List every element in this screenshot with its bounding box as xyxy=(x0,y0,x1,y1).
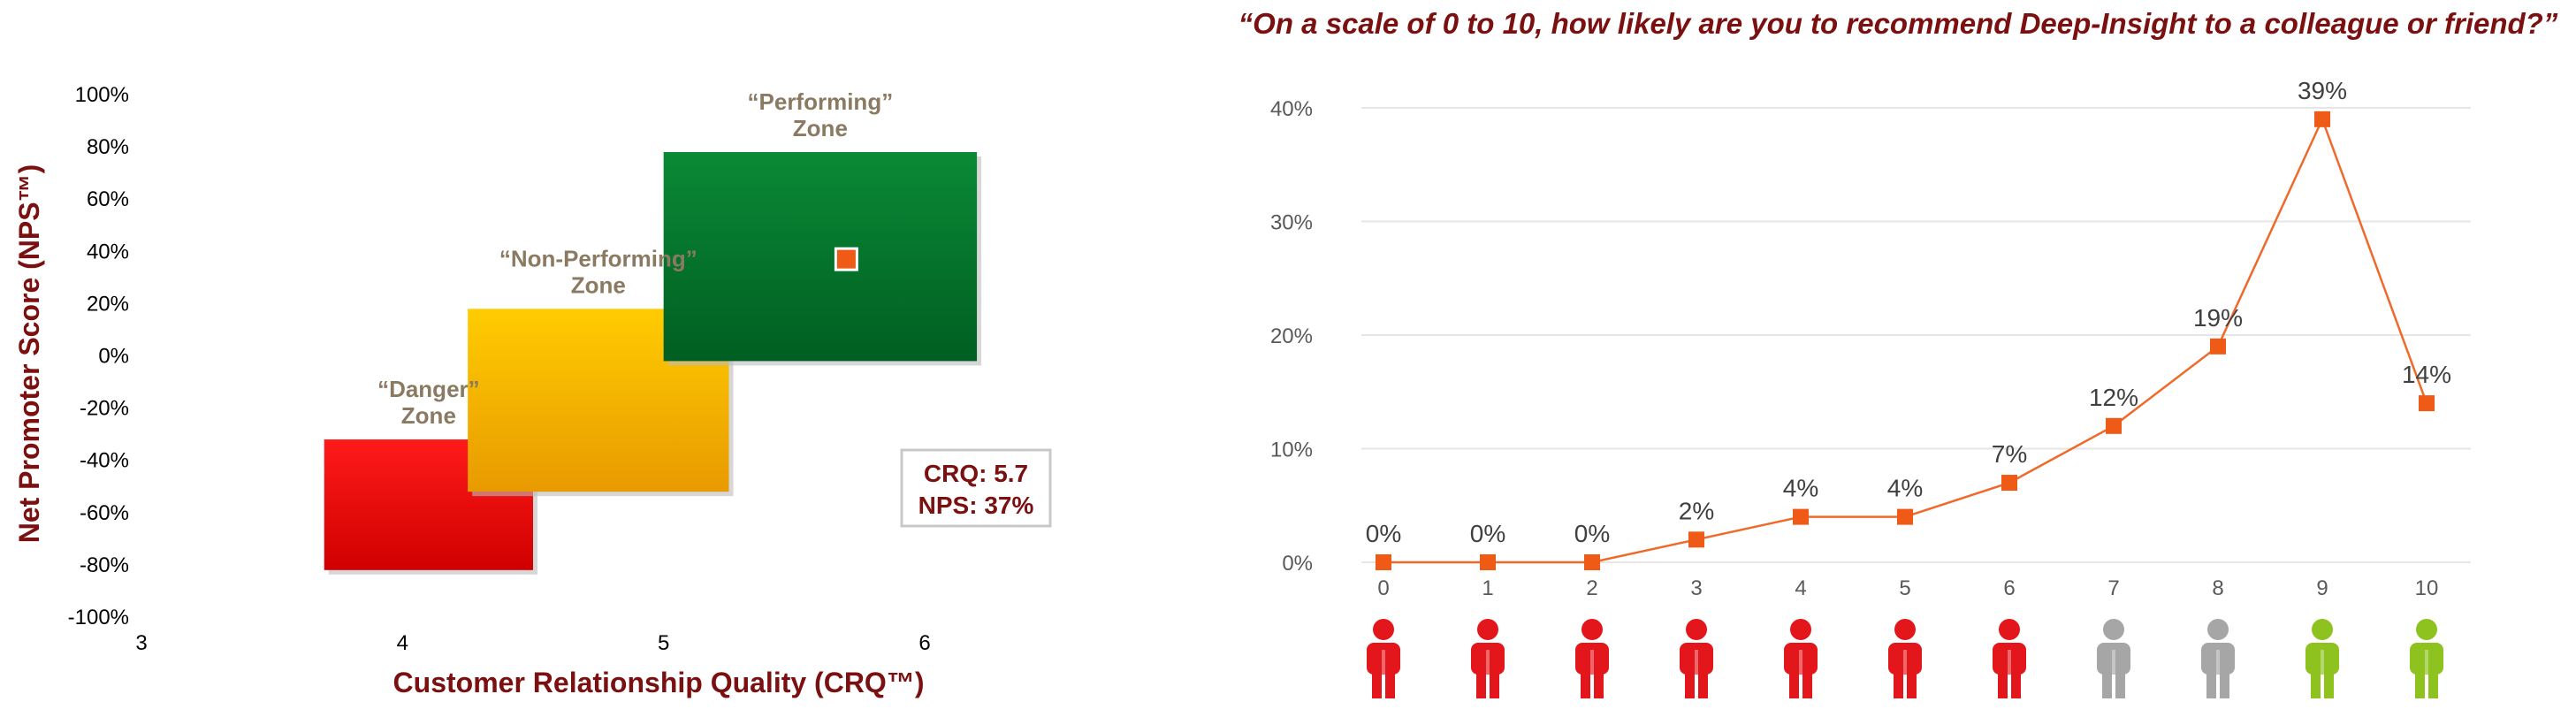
y-tick-label: 40% xyxy=(1270,97,1313,121)
y-axis-label: Net Promoter Score (NPS™) xyxy=(13,164,45,544)
data-label: 4% xyxy=(1887,475,1923,502)
x-tick-label: 0 xyxy=(1377,576,1389,600)
series-points xyxy=(1376,111,2435,570)
detractor-person-icon xyxy=(1784,619,1818,698)
x-axis-ticks: 3 4 5 6 xyxy=(135,631,930,655)
zone-labels: “Danger”Zone“Non-Performing”Zone“Perform… xyxy=(377,88,893,429)
crq-nps-point xyxy=(834,247,858,271)
point-layer xyxy=(834,247,858,271)
y-tick-label: 0% xyxy=(1282,552,1313,576)
zone-nonperforming-label-line2: Zone xyxy=(571,271,626,298)
y-tick-label: -100% xyxy=(68,606,129,629)
x-tick-label: 7 xyxy=(2107,576,2119,600)
x-tick-label: 9 xyxy=(2316,576,2328,600)
x-tick-label: 5 xyxy=(1899,576,1910,600)
y-tick-label: -40% xyxy=(80,449,129,473)
y-tick-label: 0% xyxy=(98,345,129,369)
y-tick-label: 100% xyxy=(75,83,129,107)
x-tick-label: 1 xyxy=(1482,576,1493,600)
data-label: 14% xyxy=(2402,361,2451,388)
detractor-person-icon xyxy=(1471,619,1505,698)
data-label: 4% xyxy=(1783,475,1818,502)
zone-danger-label: “Danger” xyxy=(377,376,480,402)
data-label: 0% xyxy=(1470,520,1505,547)
y-tick-label: 20% xyxy=(87,292,129,316)
y-tick-label: 20% xyxy=(1270,324,1313,348)
x-tick-label: 6 xyxy=(918,631,930,655)
data-point xyxy=(2210,338,2226,355)
annotation-crq: CRQ: 5.7 xyxy=(924,460,1028,487)
zones xyxy=(324,152,982,575)
data-point xyxy=(2314,111,2330,127)
data-point xyxy=(1584,554,1600,570)
detractor-person-icon xyxy=(1575,619,1609,698)
x-tick-label: 6 xyxy=(2003,576,2015,600)
x-axis-label: Customer Relationship Quality (CRQ™) xyxy=(393,667,925,698)
y-tick-label: 40% xyxy=(87,240,129,263)
zone-danger-label-line2: Zone xyxy=(401,402,456,429)
y-axis-ticks: 0% 10% 20% 30% 40% xyxy=(1270,97,1313,576)
x-axis-ticks: 0 1 2 3 4 5 6 7 8 9 10 xyxy=(1377,576,2438,600)
data-label: 0% xyxy=(1574,520,1610,547)
x-tick-label: 4 xyxy=(1795,576,1806,600)
annotation-box: CRQ: 5.7 NPS: 37% xyxy=(900,448,1052,528)
data-labels: 0% 0% 0% 2% 4% 4% 7% 12% 19% 39% 14% xyxy=(1366,77,2451,547)
x-tick-label: 4 xyxy=(397,631,408,655)
y-tick-label: 80% xyxy=(87,135,129,159)
detractor-person-icon xyxy=(1888,619,1922,698)
data-point xyxy=(1480,554,1496,570)
x-tick-label: 10 xyxy=(2415,576,2439,600)
data-point xyxy=(1793,508,1809,525)
y-tick-label: 30% xyxy=(1270,211,1313,235)
data-label: 7% xyxy=(1992,440,2027,468)
promoter-person-icon xyxy=(2410,619,2443,698)
annotation-frame xyxy=(900,448,1052,528)
nps-crq-zone-chart: 100%80%60%40%20%0%-20%-40%-60%-80%-100% … xyxy=(13,83,1052,698)
detractor-person-icon xyxy=(1993,619,2026,698)
y-tick-label: 60% xyxy=(87,187,129,211)
y-tick-label: -20% xyxy=(80,397,129,421)
zone-nonperforming-label: “Non-Performing” xyxy=(499,245,697,271)
promoter-person-icon xyxy=(2305,619,2339,698)
x-tick-label: 8 xyxy=(2212,576,2223,600)
x-tick-label: 2 xyxy=(1586,576,1597,600)
data-point xyxy=(1688,531,1704,548)
person-icons xyxy=(1367,619,2443,698)
detractor-person-icon xyxy=(1367,619,1400,698)
data-label: 2% xyxy=(1679,497,1714,524)
recommend-score-line-chart: 0% 10% 20% 30% 40% 0 1 2 3 4 5 6 7 8 9 10 0% 0% 0% 2% 4% 4%… xyxy=(1270,77,2471,698)
data-label: 19% xyxy=(2193,304,2243,332)
y-tick-label: -80% xyxy=(80,553,129,577)
data-label: 0% xyxy=(1366,520,1401,547)
data-label: 12% xyxy=(2089,384,2138,411)
x-tick-label: 3 xyxy=(1690,576,1702,600)
gridlines xyxy=(1361,107,2471,563)
data-label: 39% xyxy=(2298,77,2347,104)
x-tick-label: 3 xyxy=(135,631,147,655)
data-point xyxy=(2106,417,2122,434)
data-point xyxy=(2001,475,2017,492)
y-tick-label: -60% xyxy=(80,501,129,525)
passive-person-icon xyxy=(2201,619,2235,698)
passive-person-icon xyxy=(2097,619,2130,698)
zone-performing-label: “Performing” xyxy=(748,88,894,115)
y-tick-label: 10% xyxy=(1270,439,1313,462)
annotation-nps: NPS: 37% xyxy=(918,492,1034,519)
data-point xyxy=(2419,395,2435,412)
chart-title: “On a scale of 0 to 10, how likely are y… xyxy=(1238,7,2558,40)
y-axis-ticks: 100% 80% 60% 40% 20% 0% -20% -40% -60% -80% -100% xyxy=(68,83,129,629)
detractor-person-icon xyxy=(1680,619,1713,698)
data-point xyxy=(1897,508,1913,525)
zone-performing-label-line2: Zone xyxy=(793,115,848,141)
data-point xyxy=(1376,554,1391,570)
zone-performing xyxy=(663,152,978,362)
x-tick-label: 5 xyxy=(658,631,669,655)
